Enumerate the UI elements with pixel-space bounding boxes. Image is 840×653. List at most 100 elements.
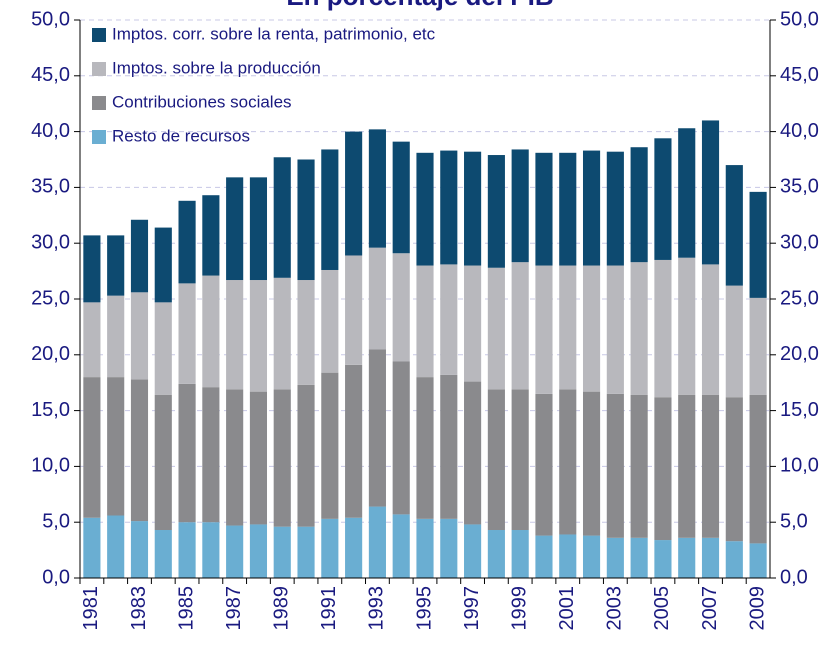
x-tick-label: 1987 xyxy=(223,586,245,631)
y2-tick-label: 10,0 xyxy=(780,455,819,477)
bar-segment xyxy=(749,543,767,578)
legend-label: Imptos. sobre la producción xyxy=(112,58,321,77)
bar-segment xyxy=(321,149,339,270)
bar-segment xyxy=(416,377,434,519)
bar-segment xyxy=(130,292,149,380)
legend-label: Resto de recursos xyxy=(112,126,250,145)
bar-segment xyxy=(725,165,743,286)
x-tick-label: 1999 xyxy=(508,586,530,631)
bar-segment xyxy=(392,361,410,515)
bar-segment xyxy=(487,389,505,531)
bar-segment xyxy=(559,389,577,535)
legend-label: Contribuciones sociales xyxy=(112,92,292,111)
bar-segment xyxy=(83,235,101,303)
bar-segment xyxy=(464,265,482,382)
x-tick-label: 1995 xyxy=(413,586,435,631)
bar-segment xyxy=(678,257,696,395)
bar-segment xyxy=(249,524,268,578)
bar-segment xyxy=(630,394,648,538)
bar-segment xyxy=(321,372,339,519)
bar-segment xyxy=(654,259,672,398)
bar-segment xyxy=(202,522,220,578)
bar-segment xyxy=(83,302,101,378)
bar-segment xyxy=(749,297,767,395)
bar-segment xyxy=(464,151,482,266)
y2-tick-label: 30,0 xyxy=(780,231,819,253)
bar-segment xyxy=(345,517,363,578)
bar-segment xyxy=(511,149,529,263)
x-tick-label: 1981 xyxy=(80,586,102,631)
bar-segment xyxy=(701,537,720,578)
x-tick-label: 1997 xyxy=(461,586,483,631)
bar-segment xyxy=(178,200,196,284)
bar-segment xyxy=(321,518,339,578)
bar-segment xyxy=(107,295,125,378)
bar-segment xyxy=(582,150,601,266)
bar-segment xyxy=(416,518,434,578)
bar-segment xyxy=(83,377,101,518)
bar-segment xyxy=(83,517,101,578)
y2-tick-label: 0,0 xyxy=(780,566,808,588)
bar-segment xyxy=(154,302,172,395)
bar-segment xyxy=(107,377,125,516)
bar-segment xyxy=(392,253,410,362)
bar-segment xyxy=(725,285,743,398)
bar-segment xyxy=(559,265,577,390)
bar-segment xyxy=(202,195,220,276)
bar-segment xyxy=(368,129,386,248)
bar-segment xyxy=(178,522,196,578)
x-tick-label: 1993 xyxy=(366,586,388,631)
bar-segment xyxy=(606,393,624,538)
bar-segment xyxy=(511,389,529,531)
bar-segment xyxy=(725,541,743,578)
bar-segment xyxy=(535,152,553,266)
bar-segment xyxy=(130,379,149,522)
bar-segment xyxy=(654,540,672,578)
bar-segment xyxy=(440,518,458,578)
bar-segment xyxy=(416,152,434,266)
bar-segment xyxy=(678,394,696,538)
y2-tick-label: 25,0 xyxy=(780,287,819,309)
y-tick-label: 40,0 xyxy=(31,120,70,142)
bar-segment xyxy=(368,349,386,507)
x-tick-label: 2007 xyxy=(699,586,721,631)
legend-swatch xyxy=(92,62,106,76)
y-tick-label: 35,0 xyxy=(31,176,70,198)
bar-segment xyxy=(487,530,505,578)
y2-tick-label: 20,0 xyxy=(780,343,819,365)
bar-segment xyxy=(678,537,696,578)
y2-tick-label: 50,0 xyxy=(780,8,819,30)
bar-segment xyxy=(606,265,624,394)
bar-segment xyxy=(440,374,458,519)
bar-segment xyxy=(130,219,149,293)
bar-segment xyxy=(297,159,315,281)
x-tick-label: 1991 xyxy=(318,586,340,631)
x-tick-label: 1985 xyxy=(175,586,197,631)
legend-swatch xyxy=(92,96,106,110)
bar-segment xyxy=(511,530,529,578)
bar-segment xyxy=(392,514,410,578)
bar-segment xyxy=(582,391,601,536)
bar-segment xyxy=(749,394,767,544)
x-tick-label: 1983 xyxy=(128,586,150,631)
bar-segment xyxy=(487,155,505,268)
y2-tick-label: 5,0 xyxy=(780,510,808,532)
bar-segment xyxy=(368,506,386,578)
bar-segment xyxy=(107,235,125,296)
bar-segment xyxy=(701,120,720,265)
y2-tick-label: 35,0 xyxy=(780,176,819,198)
bar-segment xyxy=(273,526,291,578)
bar-segment xyxy=(464,524,482,578)
bar-segment xyxy=(249,280,268,392)
y-tick-label: 15,0 xyxy=(31,399,70,421)
y-tick-label: 25,0 xyxy=(31,287,70,309)
bar-segment xyxy=(511,262,529,390)
bar-segment xyxy=(297,526,315,578)
x-tick-label: 2003 xyxy=(604,586,626,631)
y2-tick-label: 45,0 xyxy=(780,64,819,86)
bar-segment xyxy=(440,264,458,375)
bar-segment xyxy=(559,534,577,578)
bar-segment xyxy=(701,264,720,395)
chart-title: En porcentaje del PIB xyxy=(286,0,553,11)
